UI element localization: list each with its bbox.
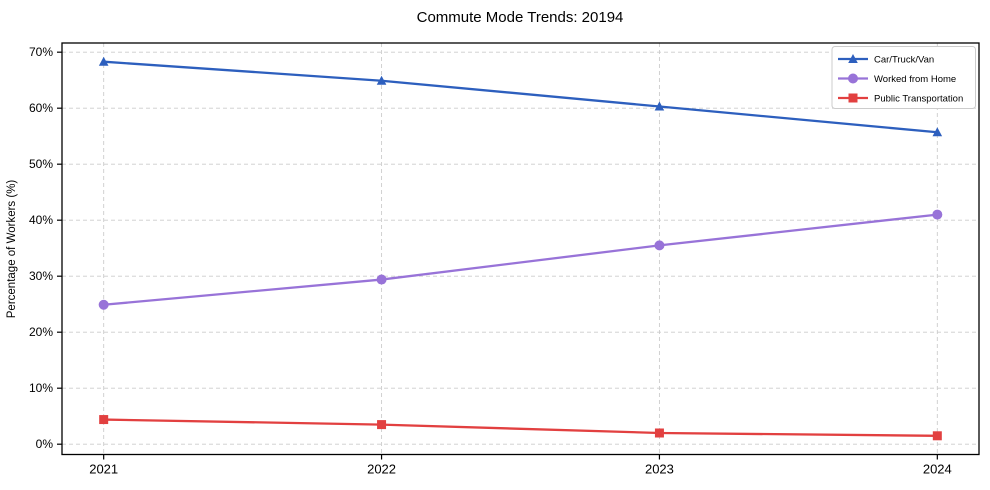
data-point-worked-from-home-2023 bbox=[654, 240, 665, 251]
data-point-worked-from-home-2022 bbox=[376, 274, 387, 285]
legend-label-car-truck-van: Car/Truck/Van bbox=[874, 55, 934, 66]
legend-label-public-transportation: Public Transportation bbox=[874, 94, 963, 105]
y-tick-label: 10% bbox=[29, 381, 53, 395]
data-point-public-transportation-2021 bbox=[99, 415, 109, 425]
data-point-car-truck-van-2024 bbox=[932, 127, 943, 137]
series-line-car-truck-van bbox=[102, 60, 939, 134]
series-lines bbox=[98, 56, 943, 441]
y-tick-label: 50% bbox=[29, 157, 53, 171]
data-point-public-transportation-2023 bbox=[654, 428, 664, 438]
x-tick-label: 2023 bbox=[645, 462, 674, 477]
axes: 0% 10% 20% 30% 40% 50% 60% 70% 2021 2022 2023 2024 bbox=[29, 42, 980, 477]
data-point-car-truck-van-2023 bbox=[654, 101, 665, 111]
legend: Car/Truck/Van Worked from Home Public Tran… bbox=[831, 46, 976, 109]
y-tick-label: 70% bbox=[29, 45, 53, 59]
x-tick-label: 2024 bbox=[923, 462, 952, 477]
series-line-worked-from-home bbox=[102, 213, 939, 306]
data-point-worked-from-home-2024 bbox=[932, 209, 943, 220]
y-tick-label: 30% bbox=[29, 269, 53, 283]
y-tick-label: 60% bbox=[29, 101, 53, 115]
legend-marker-worked-from-home bbox=[848, 73, 858, 84]
data-point-car-truck-van-2021 bbox=[98, 56, 109, 66]
y-tick-label: 20% bbox=[29, 325, 53, 339]
x-tick-label: 2022 bbox=[367, 462, 396, 477]
x-tick-label: 2021 bbox=[89, 462, 118, 477]
y-axis-label: Percentage of Workers (%) bbox=[6, 180, 18, 319]
legend-marker-public-transportation bbox=[848, 93, 858, 103]
chart-title: Commute Mode Trends: 20194 bbox=[417, 9, 624, 26]
data-point-car-truck-van-2022 bbox=[376, 75, 387, 85]
y-tick-label: 40% bbox=[29, 213, 53, 227]
legend-marker-car-truck-van bbox=[848, 54, 858, 63]
axes-frame bbox=[61, 42, 980, 456]
legend-label-worked-from-home: Worked from Home bbox=[874, 74, 956, 85]
series-line-public-transportation bbox=[102, 418, 939, 437]
data-point-worked-from-home-2021 bbox=[98, 299, 109, 310]
y-tick-label: 0% bbox=[36, 437, 54, 451]
data-point-public-transportation-2022 bbox=[377, 420, 387, 430]
data-point-public-transportation-2024 bbox=[932, 431, 942, 441]
legend-box bbox=[831, 46, 976, 109]
